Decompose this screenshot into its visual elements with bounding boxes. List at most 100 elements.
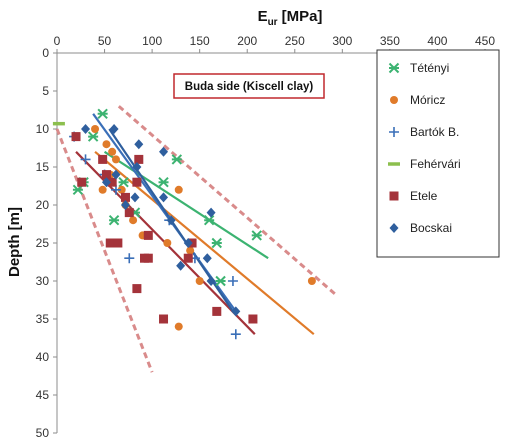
data-point — [130, 192, 140, 203]
data-point — [109, 124, 119, 134]
data-point — [111, 155, 120, 164]
y-tick-label: 15 — [36, 160, 50, 174]
x-tick-label: 400 — [427, 34, 447, 48]
series-points — [72, 108, 262, 287]
data-point — [195, 277, 204, 285]
data-point — [159, 314, 169, 324]
y-tick-label: 35 — [36, 312, 50, 326]
legend-marker — [390, 96, 398, 104]
x-axis-title-main: E — [258, 8, 268, 25]
annotation-text: Buda side (Kiscell clay) — [185, 81, 314, 93]
data-point — [102, 140, 111, 149]
data-point — [87, 131, 99, 142]
data-point — [129, 216, 138, 225]
x-tick-label: 0 — [54, 34, 61, 48]
data-point — [120, 200, 130, 210]
y-tick-label: 45 — [36, 388, 50, 402]
envelope-lines — [55, 105, 339, 373]
legend: Tétényi Móricz Bartók B. Fehérvári Etele Bocs… — [376, 49, 500, 258]
data-point — [98, 185, 107, 194]
legend-label: Etele — [410, 189, 438, 203]
x-axis-title-unit: [MPa] — [282, 8, 323, 25]
data-point — [108, 147, 117, 156]
data-point — [248, 314, 258, 324]
data-point — [186, 246, 195, 255]
data-point — [108, 214, 120, 226]
data-point — [105, 238, 115, 248]
trend-line — [94, 150, 315, 336]
data-point — [230, 329, 241, 340]
legend-items: Tétényi Móricz Bartók B. Fehérvári Etele Bocs… — [388, 61, 461, 235]
data-point — [118, 176, 129, 188]
data-point — [206, 276, 216, 286]
data-point — [124, 208, 134, 218]
x-tick-label: 250 — [285, 34, 305, 48]
data-point — [163, 239, 172, 247]
annotation-border — [173, 73, 325, 99]
y-tick-label: 50 — [36, 426, 50, 438]
data-point — [72, 184, 84, 196]
y-axis-title: Depth [m] — [6, 207, 23, 277]
data-point — [132, 162, 142, 172]
x-tick-label: 50 — [98, 34, 112, 48]
data-point — [117, 185, 126, 194]
envelope-line — [117, 105, 339, 298]
data-point — [202, 253, 212, 264]
data-point — [203, 214, 215, 226]
y-tick-label: 40 — [36, 350, 50, 364]
data-point — [174, 185, 183, 194]
x-tick-label: 200 — [237, 34, 257, 48]
x-axis-title-sub: ur — [268, 17, 278, 28]
annotation-box: Buda side (Kiscell clay) — [173, 73, 325, 99]
data-point — [120, 192, 130, 202]
data-point — [107, 177, 117, 187]
data-point — [91, 125, 100, 133]
x-tick-label: 450 — [475, 34, 495, 48]
legend-marker — [389, 223, 399, 233]
x-tick-label: 150 — [190, 34, 210, 48]
data-point — [77, 177, 87, 187]
data-point — [98, 154, 108, 164]
data-point — [206, 207, 216, 218]
y-tick-label: 0 — [42, 46, 49, 60]
y-tick-label: 25 — [36, 236, 50, 250]
x-tick-label: 100 — [142, 34, 162, 48]
data-point — [159, 146, 169, 157]
data-point — [251, 230, 262, 241]
data-point — [166, 215, 176, 226]
series-points — [81, 124, 241, 317]
data-point — [113, 238, 123, 248]
y-tick-label: 5 — [42, 84, 49, 98]
data-point — [212, 306, 222, 316]
data-point — [183, 238, 193, 248]
y-tick-label: 30 — [36, 274, 50, 288]
legend-marker — [389, 127, 399, 137]
data-point — [101, 177, 111, 188]
data-point — [171, 154, 183, 165]
data-point — [183, 253, 193, 263]
data-point — [158, 176, 169, 188]
data-point — [81, 124, 91, 134]
data-point — [176, 260, 186, 271]
data-point — [215, 275, 226, 287]
data-point — [134, 154, 144, 164]
legend-label: Tétényi — [410, 61, 449, 75]
data-point — [231, 306, 241, 317]
data-point — [97, 108, 108, 120]
data-point — [174, 322, 183, 331]
x-tick-label: 300 — [332, 34, 352, 48]
data-point — [132, 177, 142, 187]
legend-label: Fehérvári — [410, 157, 461, 171]
data-point — [307, 277, 316, 285]
legend-label: Bartók B. — [410, 125, 459, 139]
data-point — [227, 276, 238, 286]
legend-marker — [388, 62, 400, 74]
y-tick-labels: 0 5 10 15 20 25 30 35 40 45 50 — [36, 46, 57, 438]
data-point — [101, 170, 111, 180]
data-point — [143, 253, 153, 263]
y-tick-label: 10 — [36, 122, 50, 136]
data-point — [159, 192, 169, 203]
data-points — [52, 108, 316, 340]
x-axis-title: Eur [MPa] — [258, 8, 323, 28]
